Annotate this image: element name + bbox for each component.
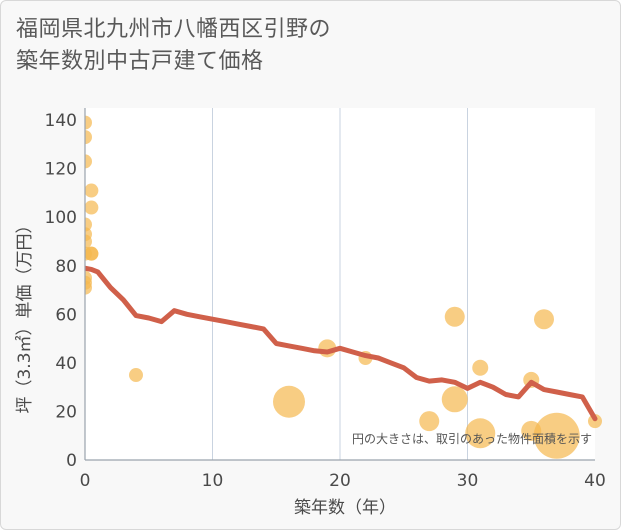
y-tick-label: 140 <box>45 111 77 131</box>
y-tick-label: 80 <box>55 257 77 277</box>
scatter-point <box>85 183 99 198</box>
scatter-point <box>85 280 92 295</box>
trend-line <box>85 265 598 422</box>
chart-title-line2: 築年数別中古戸建て価格 <box>16 49 264 74</box>
scatter-point <box>85 115 92 130</box>
y-tick-label: 60 <box>55 305 77 325</box>
scatter-point <box>465 418 496 449</box>
x-tick-label: 10 <box>202 471 224 491</box>
chart-title-line1: 福岡県北九州市八幡西区引野の <box>16 17 332 42</box>
scatter-point <box>85 130 92 145</box>
y-tick-label: 0 <box>66 451 77 471</box>
scatter-point <box>444 306 465 327</box>
tick-labels: 0 10 20 30 40 0 20 40 60 80 100 120 140 <box>45 111 606 491</box>
y-tick-label: 120 <box>45 160 77 180</box>
y-tick-label: 40 <box>55 354 77 374</box>
scatter-point <box>534 309 554 330</box>
size-annotation: 円の大きさは、取引のあった物件面積を示す <box>352 431 592 446</box>
y-tick-label: 100 <box>45 208 77 228</box>
x-tick-label: 0 <box>80 471 91 491</box>
scatter-point <box>85 246 99 261</box>
scatter-point <box>472 359 489 376</box>
scatter-point <box>85 234 92 249</box>
scatter-point <box>85 154 92 169</box>
scatter-point <box>533 412 580 459</box>
x-tick-label: 40 <box>584 471 606 491</box>
axes <box>84 108 595 461</box>
scatter-point <box>273 385 305 418</box>
y-tick-label: 20 <box>55 402 77 422</box>
scatter-point <box>419 411 440 432</box>
grid <box>85 108 595 460</box>
scatter-point <box>85 200 99 215</box>
data-points <box>85 115 602 459</box>
x-axis-label: 築年数（年） <box>294 498 396 518</box>
x-tick-label: 20 <box>329 471 351 491</box>
y-axis-label: 坪（3.3㎡）単価（万円） <box>15 216 35 413</box>
trend-line-group <box>85 265 598 422</box>
scatter-point <box>441 386 468 413</box>
scatter-point <box>129 368 143 383</box>
chart-title: 福岡県北九州市八幡西区引野の 築年数別中古戸建て価格 <box>16 14 331 78</box>
x-tick-label: 30 <box>457 471 479 491</box>
